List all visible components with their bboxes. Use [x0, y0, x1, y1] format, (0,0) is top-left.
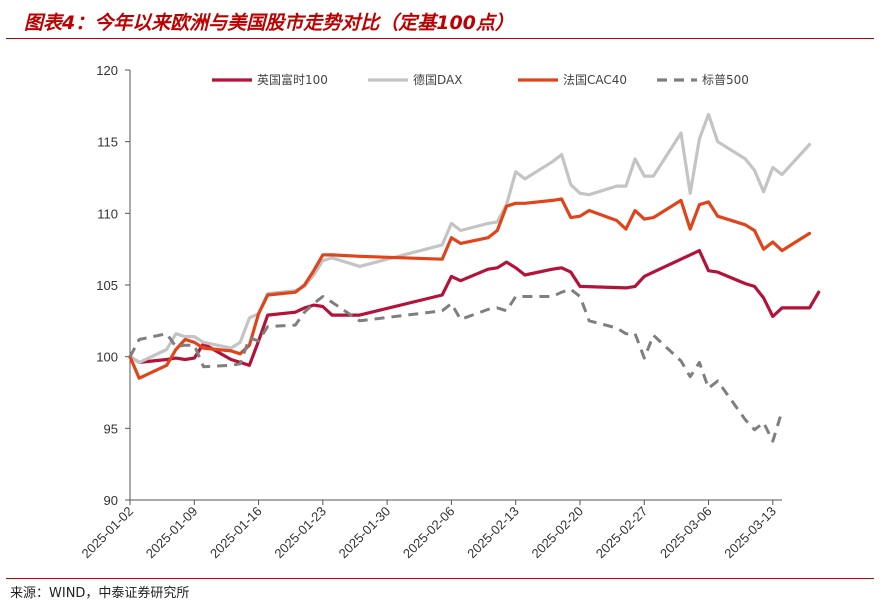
- chart-title: 图表4：今年以来欧洲与美国股市走势对比（定基100点）: [24, 12, 514, 34]
- x-tick-label: 2025-02-27: [593, 504, 651, 562]
- x-tick-label: 2025-03-06: [657, 504, 715, 562]
- title-bar: 图表4：今年以来欧洲与美国股市走势对比（定基100点）: [0, 0, 880, 40]
- x-tick-label: 2025-01-02: [78, 504, 136, 562]
- x-tick-label: 2025-01-16: [207, 504, 265, 562]
- legend: 英国富时100 德国DAX 法国CAC40 标普500: [212, 72, 749, 87]
- series-line: [128, 112, 812, 364]
- y-tick-label: 105: [96, 278, 118, 293]
- y-tick-label: 110: [97, 206, 118, 221]
- legend-label: 法国CAC40: [563, 73, 627, 87]
- series-line: [128, 249, 821, 367]
- source-note: 来源：WIND，中泰证券研究所: [10, 586, 190, 601]
- y-tick-label: 120: [96, 63, 118, 78]
- x-tick-label: 2025-01-30: [336, 504, 394, 562]
- legend-label: 标普500: [702, 73, 749, 87]
- series-layer: [128, 112, 821, 443]
- legend-label: 德国DAX: [413, 72, 462, 87]
- y-tick-label: 100: [96, 350, 118, 365]
- x-tick-label: 2025-02-20: [528, 504, 586, 562]
- x-tick-label: 2025-01-09: [143, 504, 201, 562]
- x-tick-label: 2025-01-23: [271, 504, 329, 562]
- footer-divider: [6, 578, 874, 579]
- x-tick-label: 2025-02-06: [400, 504, 458, 562]
- series-line: [128, 287, 784, 443]
- y-tick-label: 115: [97, 135, 118, 150]
- legend-label: 英国富时100: [257, 72, 328, 87]
- series-line: [128, 197, 812, 380]
- title-divider: [6, 38, 874, 39]
- y-tick-label: 90: [104, 493, 118, 508]
- x-tick-label: 2025-03-13: [721, 504, 779, 562]
- y-tick-label: 95: [104, 421, 118, 436]
- x-tick-label: 2025-02-13: [464, 504, 522, 562]
